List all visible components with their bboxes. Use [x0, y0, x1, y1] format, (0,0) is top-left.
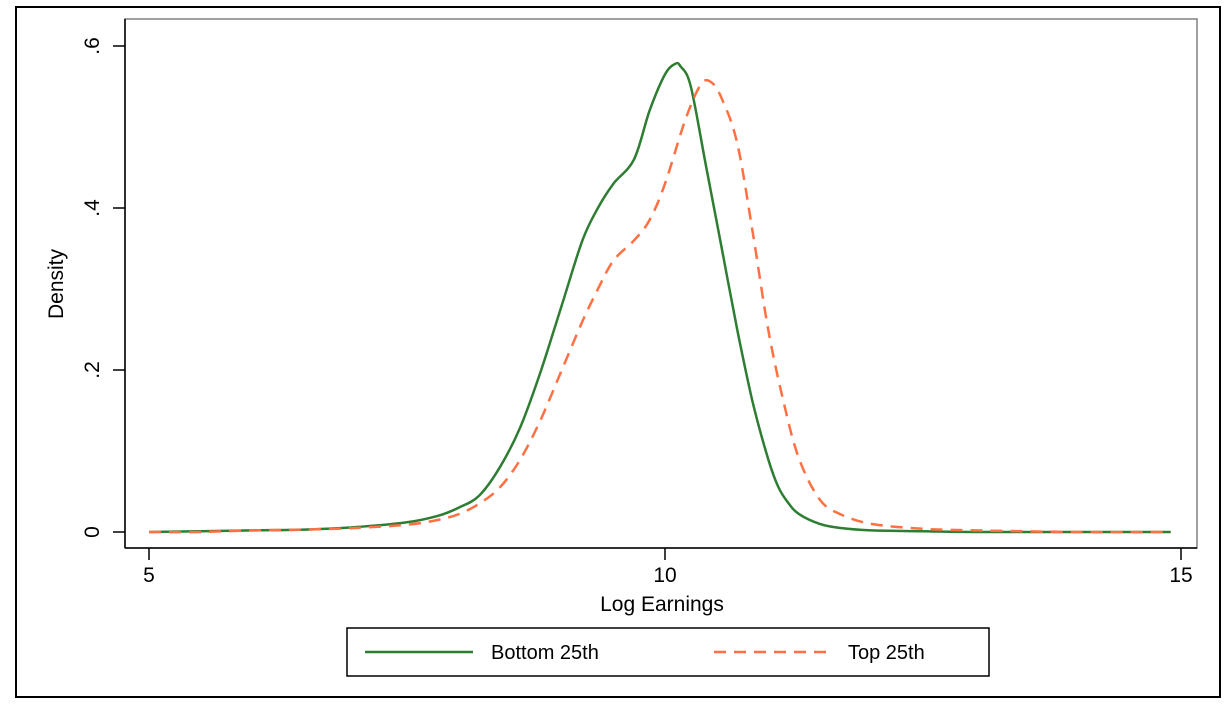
- x-tick-label: 10: [653, 564, 676, 587]
- y-tick-label: .6: [81, 37, 104, 55]
- y-tick-label: .2: [81, 361, 104, 379]
- x-tick-label: 15: [1169, 564, 1192, 587]
- legend: Bottom 25th Top 25th: [346, 627, 990, 677]
- x-tick-label: 5: [143, 564, 155, 587]
- legend-label-bottom-25th: Bottom 25th: [491, 642, 599, 664]
- series-layer: [148, 61, 1171, 534]
- series-line-top-25th: [148, 78, 1171, 534]
- y-tick-label: 0: [81, 526, 104, 538]
- x-axis-label: Log Earnings: [600, 593, 724, 616]
- legend-label-top-25th: Top 25th: [848, 642, 925, 664]
- plot-area: [124, 18, 1198, 549]
- y-ticks: 0 .2 .4 .6: [81, 37, 125, 538]
- y-axis-label: Density: [45, 248, 68, 319]
- y-tick-label: .4: [81, 199, 104, 217]
- x-ticks: 5 10 15: [143, 548, 1193, 587]
- series-line-bottom-25th: [148, 61, 1171, 534]
